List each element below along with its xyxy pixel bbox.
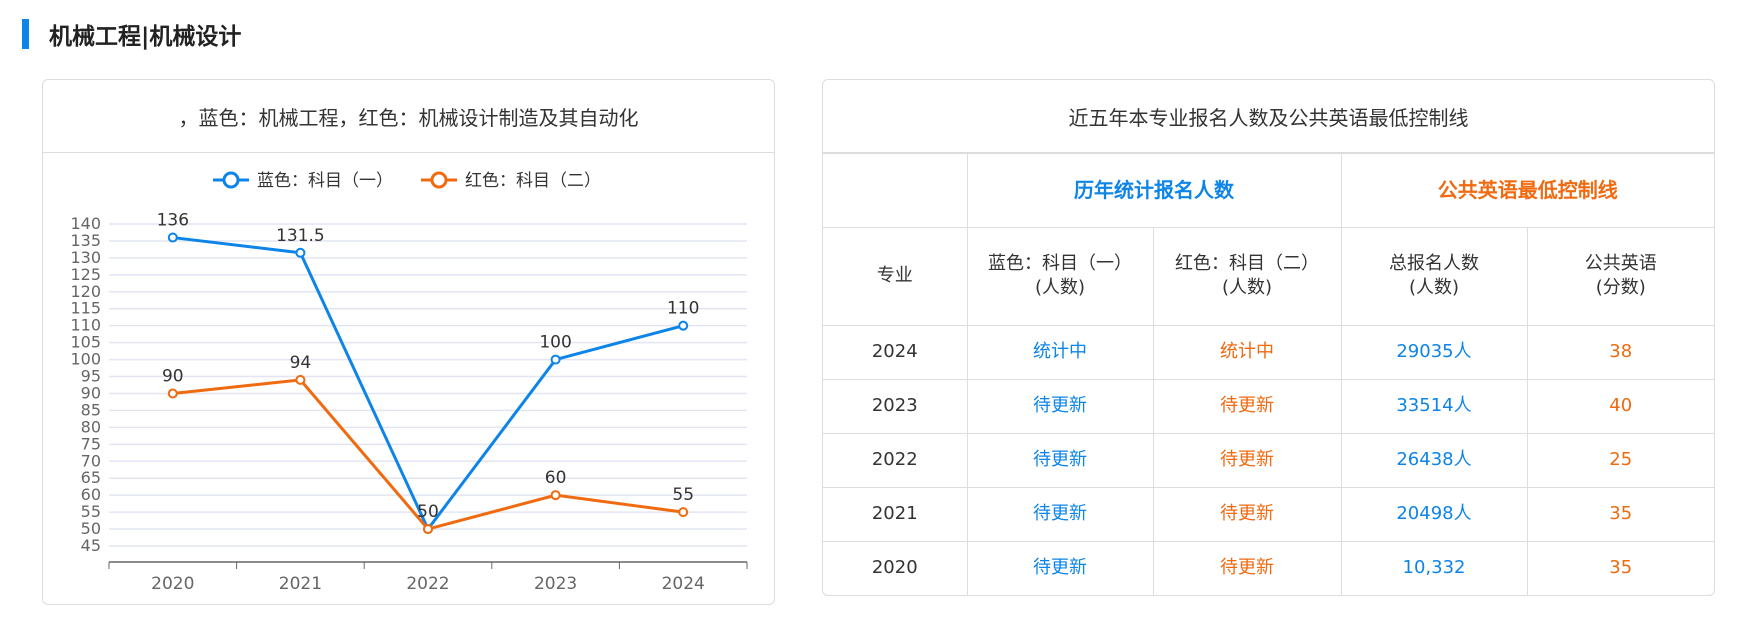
group-header-english-line: 公共英语最低控制线 [1340,154,1714,228]
table-row: 2021 待更新 待更新 20498人 35 [823,486,1714,542]
table-cell: 统计中 [966,324,1154,380]
section-title-text: 机械工程|机械设计 [49,24,242,50]
section-title: 机械工程|机械设计 [22,18,241,50]
y-tick-label: 50 [81,519,101,538]
group-header-row: 历年统计报名人数 公共英语最低控制线 [823,154,1714,228]
data-point [295,374,306,385]
table-cell: 待更新 [966,486,1154,542]
table-cell: 统计中 [1152,324,1342,380]
table-cell: 2024 [823,324,968,380]
data-label: 55 [672,485,694,505]
data-label: 60 [545,468,567,488]
data-point [295,247,306,258]
table-cell: 待更新 [1152,378,1342,434]
chart-title: ，蓝色：机械工程，红色：机械设计制造及其自动化 [43,80,774,153]
table-cell: 20498人 [1340,486,1528,542]
table-row: 2020 待更新 待更新 10,332 35 [823,540,1714,595]
table-cell: 26438人 [1340,432,1528,488]
data-label: 50 [417,502,439,522]
column-header: 蓝色：科目（一） (人数) [966,226,1154,326]
x-tick-label: 2024 [662,574,705,594]
x-tick-label: 2020 [151,574,194,594]
line-chart: 蓝色：科目（一） 红色：科目（二）455055606570758085909510… [70,171,748,594]
y-tick-label: 105 [70,333,101,352]
table-row: 2023 待更新 待更新 33514人 40 [823,378,1714,434]
table-cell: 33514人 [1340,378,1528,434]
x-tick-label: 2021 [279,574,322,594]
data-point [167,232,178,243]
y-tick-label: 90 [81,383,101,402]
x-tick-label: 2022 [406,574,449,594]
data-point [167,388,178,399]
y-tick-label: 95 [81,367,101,386]
title-accent-bar [22,19,29,49]
y-tick-label: 125 [70,265,101,284]
y-tick-label: 130 [70,248,101,267]
table-cell: 待更新 [966,378,1154,434]
sub-header-row: 专业 蓝色：科目（一） (人数) 红色：科目（二） (人数) 总报名人数 (人数) 公共英语(… [823,226,1714,326]
table-title: 近五年本专业报名人数及公共英语最低控制线 [823,80,1714,154]
y-tick-label: 70 [81,451,101,470]
table-cell: 40 [1526,378,1714,434]
legend-marker [430,171,448,189]
stats-table: 历年统计报名人数 公共英语最低控制线 专业 蓝色：科目（一） (人数) 红色：科目（二）(… [823,154,1714,595]
table-cell: 35 [1526,540,1714,595]
y-tick-label: 55 [81,502,101,521]
table-cell: 待更新 [1152,540,1342,595]
table-cell: 35 [1526,486,1714,542]
table-row: 2022 待更新 待更新 26438人 25 [823,432,1714,488]
data-point [678,507,689,518]
legend-label: 蓝色：科目（一） [257,171,393,191]
data-point [678,320,689,331]
legend-label: 红色：科目（二） [465,171,601,191]
table-cell: 待更新 [966,432,1154,488]
column-header: 专业 [823,226,968,326]
y-tick-label: 85 [81,400,101,419]
data-label: 90 [162,366,184,386]
table-cell: 待更新 [1152,486,1342,542]
data-label: 131.5 [276,226,325,246]
column-header: 总报名人数 (人数) [1340,226,1528,326]
data-point [423,524,433,535]
chart-card: ，蓝色：机械工程，红色：机械设计制造及其自动化 蓝色：科目（一） 红色：科目（二）… [42,79,775,605]
data-label: 94 [290,353,312,373]
y-tick-label: 45 [81,536,101,555]
y-tick-label: 140 [70,214,101,233]
x-tick-label: 2023 [534,574,577,594]
table-cell: 待更新 [1152,432,1342,488]
table-cell: 38 [1526,324,1714,380]
table-card: 近五年本专业报名人数及公共英语最低控制线 历年统计报名人数 公共英语最低控制线 专业… [822,79,1715,596]
table-cell: 待更新 [966,540,1154,595]
data-label: 100 [539,333,571,353]
table-cell: 2022 [823,432,968,488]
data-point [550,354,561,365]
series-line [172,236,684,532]
y-tick-label: 65 [81,468,101,487]
y-tick-label: 115 [70,299,101,318]
y-tick-label: 120 [70,282,101,301]
y-tick-label: 60 [81,485,101,504]
table-cell: 10,332 [1340,540,1528,595]
y-tick-label: 110 [70,316,101,335]
column-header: 公共英语 (分数) [1526,226,1714,326]
data-label: 136 [157,211,189,231]
y-tick-label: 75 [81,434,101,453]
y-tick-label: 100 [70,350,101,369]
group-header-registrations: 历年统计报名人数 [966,154,1342,228]
table-cell: 2021 [823,486,968,542]
table-cell: 29035人 [1340,324,1528,380]
y-tick-label: 80 [81,417,101,436]
table-cell: 2020 [823,540,968,595]
data-point [550,490,561,501]
data-label: 110 [667,299,699,319]
column-header: 红色：科目（二） (人数) [1152,226,1342,326]
table-cell: 25 [1526,432,1714,488]
table-row: 2024 统计中 统计中 29035人 38 [823,324,1714,380]
table-cell: 2023 [823,378,968,434]
legend-marker [222,171,240,189]
empty-header-cell [823,154,968,228]
y-tick-label: 135 [70,231,101,250]
